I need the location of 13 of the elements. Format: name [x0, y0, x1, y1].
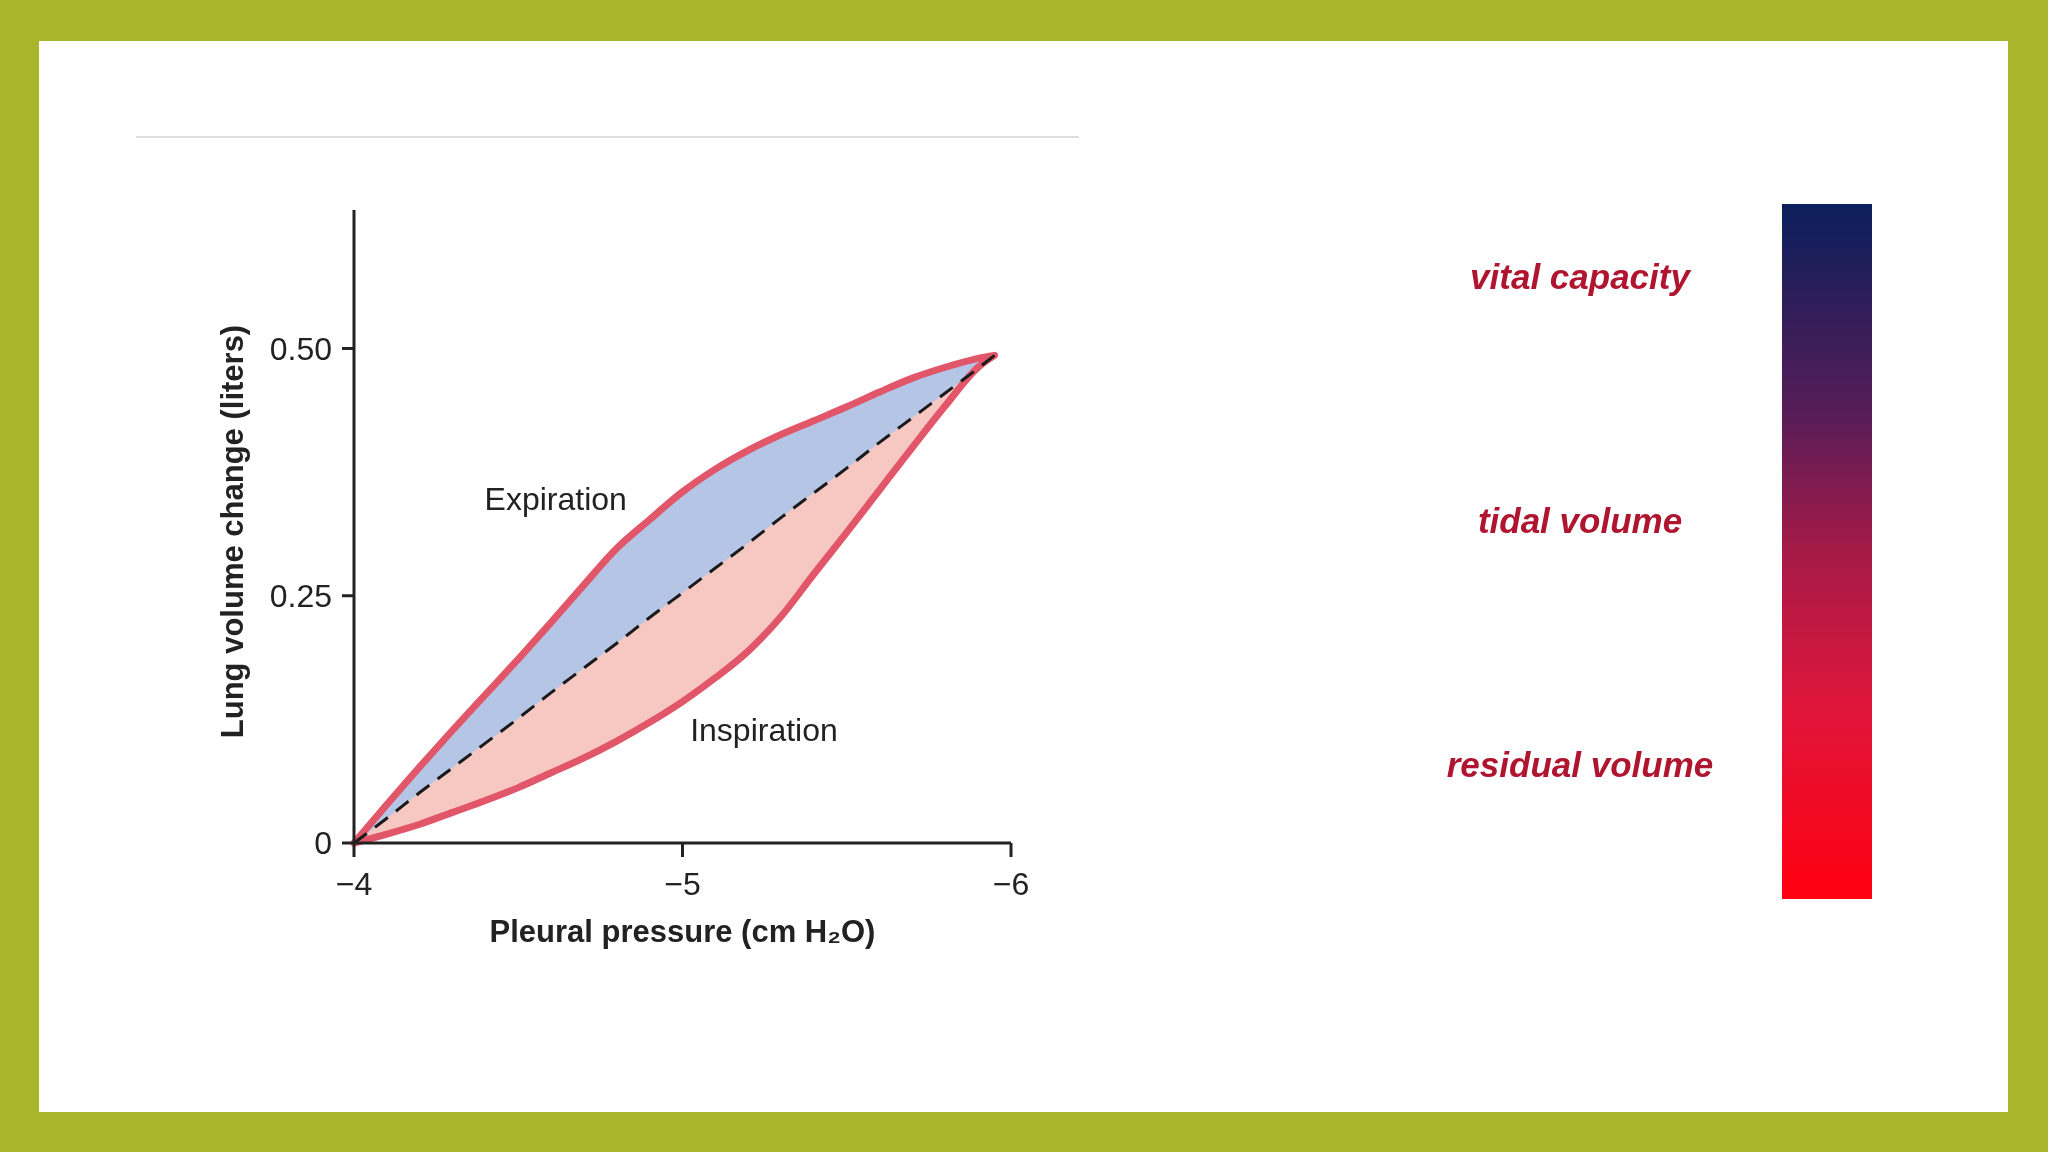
x-tick-label: −5: [664, 866, 701, 902]
annotation: Inspiration: [690, 712, 838, 749]
x-tick-label: −4: [335, 866, 373, 902]
x-tick-label: −6: [992, 866, 1030, 902]
text: residual volume: [1446, 745, 1714, 784]
x-axis-title: Pleural pressure (cm H₂O): [489, 914, 876, 949]
text: tidal volume: [1477, 501, 1683, 540]
y-tick-label: 0: [314, 825, 332, 862]
annotation: Expiration: [484, 481, 627, 518]
y-tick-label: 0.25: [269, 577, 332, 614]
text: vital capacity: [1470, 257, 1692, 296]
y-axis-title: Lung volume change (liters): [215, 324, 250, 739]
y-tick-label: 0.50: [269, 330, 332, 367]
